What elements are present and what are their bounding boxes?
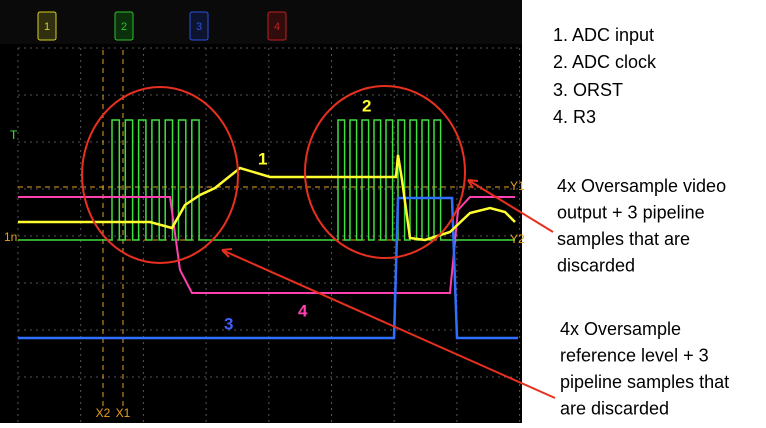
annotation-line: samples that are: [557, 229, 690, 249]
cursor-label: X2: [96, 406, 111, 420]
annotation-line: are discarded: [560, 398, 669, 418]
channel-label: 3: [196, 21, 202, 33]
legend-item: 1. ADC input: [553, 25, 654, 45]
annotation-line: output + 3 pipeline: [557, 202, 705, 222]
trace-label: 1: [258, 149, 267, 168]
cursor-label: Y2: [510, 232, 525, 246]
annotation-line: pipeline samples that: [560, 372, 729, 392]
legend-item: 4. R3: [553, 107, 596, 127]
screenshot: 1 2 3 4 X2 X1 Y1 Y2 T 1n 1 2 3 4 1. ADC inp…: [0, 0, 766, 423]
legend-item: 3. ORST: [553, 80, 623, 100]
annotation-line: 4x Oversample video: [557, 176, 726, 196]
marker: T: [10, 128, 18, 142]
marker: 1n: [4, 230, 17, 244]
channel-label: 2: [121, 21, 127, 33]
cursor-label: X1: [116, 406, 131, 420]
annotation-line: reference level + 3: [560, 345, 709, 365]
cursor-label: Y1: [510, 179, 525, 193]
annotation-line: discarded: [557, 255, 635, 275]
trace-label: 3: [224, 314, 233, 333]
legend-item: 2. ADC clock: [553, 52, 657, 72]
channel-label: 1: [44, 21, 50, 33]
annotation-line: 4x Oversample: [560, 319, 681, 339]
channel-label: 4: [274, 21, 280, 33]
scope-screen: [0, 0, 522, 423]
top-bar: [0, 0, 522, 44]
trace-label: 2: [362, 96, 371, 115]
trace-label: 4: [298, 301, 308, 320]
page: 1 2 3 4 X2 X1 Y1 Y2 T 1n 1 2 3 4 1. ADC inp…: [0, 0, 766, 428]
